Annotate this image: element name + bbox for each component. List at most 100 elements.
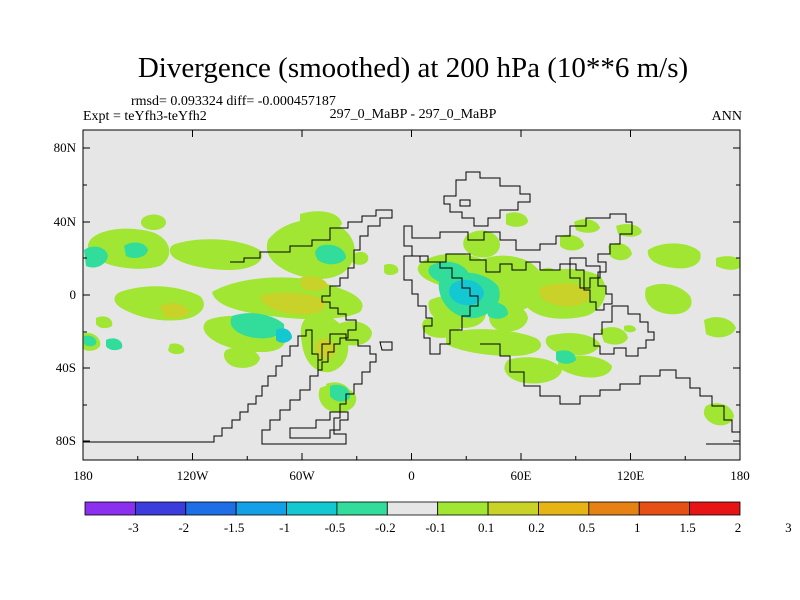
coastline-antarctic-peninsula: [289, 411, 349, 439]
divergence-blob: [545, 333, 600, 356]
divergence-blob: [260, 292, 326, 315]
divergence-blob: [160, 303, 190, 319]
divergence-blob: [230, 313, 285, 339]
divergence-blob: [645, 283, 692, 315]
divergence-blob: [168, 343, 185, 355]
divergence-blob: [704, 317, 736, 338]
divergence-blob: [506, 212, 528, 227]
lon-label: 60E: [511, 468, 532, 483]
divergence-blob: [84, 246, 108, 268]
rmsd-diff-stats: rmsd= 0.093324 diff= -0.000457187: [131, 94, 336, 109]
lat-label: 40N: [54, 214, 77, 229]
divergence-blob: [276, 328, 292, 343]
longitude-axis: [82, 130, 686, 460]
latitude-axis: [83, 147, 740, 442]
colorbar-labels: -3 -2 -1.5 -1 -0.5 -0.2 -0.1 0.1 0.2 0.5 1 1.5 2 3: [128, 520, 792, 535]
lat-label: 0: [70, 287, 77, 302]
lon-label: 180: [730, 468, 750, 483]
colorbar-swatch: [638, 501, 691, 516]
divergence-field: [83, 211, 740, 426]
divergence-blob: [315, 244, 346, 265]
plot-title: Divergence (smoothed) at 200 hPa (10**6 …: [137, 52, 689, 84]
lat-label: 80N: [54, 140, 77, 155]
colorbar-label: 1.5: [679, 520, 695, 535]
divergence-blob: [384, 263, 399, 275]
colorbar-label: -1: [279, 520, 290, 535]
coastline-island: [379, 341, 393, 351]
divergence-blob: [486, 302, 508, 319]
colorbar-label: 0.2: [528, 520, 544, 535]
colorbar: [84, 501, 741, 516]
divergence-blob: [647, 243, 701, 269]
coastlines: [83, 171, 740, 445]
divergence-blob: [449, 279, 484, 306]
colorbar-label: -0.1: [425, 520, 446, 535]
colorbar-swatch: [336, 501, 388, 516]
coastline-australia: [593, 305, 655, 357]
coastline-antarctica: [480, 343, 740, 445]
colorbar-label: 3: [785, 520, 792, 535]
colorbar-swatch: [235, 501, 287, 516]
divergence-blob: [124, 242, 148, 258]
coastline-africa: [403, 255, 479, 355]
experiment-label: Expt = teYfh3-teYfh2: [83, 109, 207, 124]
divergence-blob: [446, 329, 542, 356]
colorbar-swatch: [84, 501, 136, 516]
colorbar-label: -0.2: [375, 520, 396, 535]
divergence-blob: [106, 338, 123, 351]
colorbar-swatch: [487, 501, 539, 516]
divergence-blob: [556, 350, 576, 364]
coastline-eurasia: [403, 213, 633, 311]
run-subtitle: 297_0_MaBP - 297_0_MaBP: [329, 107, 497, 122]
colorbar-label: -3: [128, 520, 139, 535]
season-label: ANN: [711, 109, 742, 124]
lon-label: 60W: [289, 468, 315, 483]
colorbar-swatch: [437, 501, 489, 516]
divergence-blob: [624, 325, 636, 333]
divergence-blob: [140, 214, 166, 230]
divergence-blob: [574, 219, 600, 233]
colorbar-swatch: [134, 501, 187, 516]
divergence-blob: [300, 276, 328, 291]
coastline-southeast-asia: [569, 257, 601, 289]
colorbar-swatch: [386, 501, 439, 516]
divergence-blob: [330, 384, 351, 402]
divergence-blob: [539, 283, 591, 307]
lon-label: 120W: [177, 468, 210, 483]
lon-label: 0: [408, 468, 415, 483]
colorbar-label: -0.5: [325, 520, 346, 535]
divergence-blob: [608, 243, 632, 261]
lat-label: 40S: [56, 360, 76, 375]
divergence-blob: [84, 335, 97, 347]
coastline-south-america: [261, 333, 377, 445]
colorbar-swatch: [185, 501, 237, 516]
colorbar-swatch: [588, 501, 640, 516]
colorbar-label: 2: [735, 520, 742, 535]
divergence-blob: [504, 357, 562, 384]
divergence-blob: [334, 321, 372, 346]
colorbar-label: 0.5: [579, 520, 595, 535]
lon-label: 120E: [617, 468, 645, 483]
divergence-blob: [96, 316, 113, 329]
divergence-blob: [315, 338, 336, 360]
divergence-blob: [560, 234, 584, 251]
divergence-blob: [600, 327, 628, 345]
colorbar-label: 0.1: [478, 520, 494, 535]
colorbar-swatch: [538, 501, 590, 516]
divergence-blob: [716, 256, 740, 270]
divergence-blob: [352, 251, 369, 265]
lon-label: 180: [73, 468, 93, 483]
divergence-blob: [463, 230, 500, 258]
colorbar-label: 1: [634, 520, 641, 535]
divergence-blob: [300, 211, 342, 230]
divergence-blob: [224, 347, 260, 368]
colorbar-label: -2: [178, 520, 189, 535]
colorbar-swatch: [689, 501, 741, 516]
lat-label: 80S: [56, 433, 76, 448]
coastline-greenland: [443, 171, 531, 227]
coastline-americas: [83, 209, 393, 443]
coastline-arctic: [459, 199, 471, 207]
colorbar-label: -1.5: [224, 520, 245, 535]
colorbar-swatch: [286, 501, 338, 516]
